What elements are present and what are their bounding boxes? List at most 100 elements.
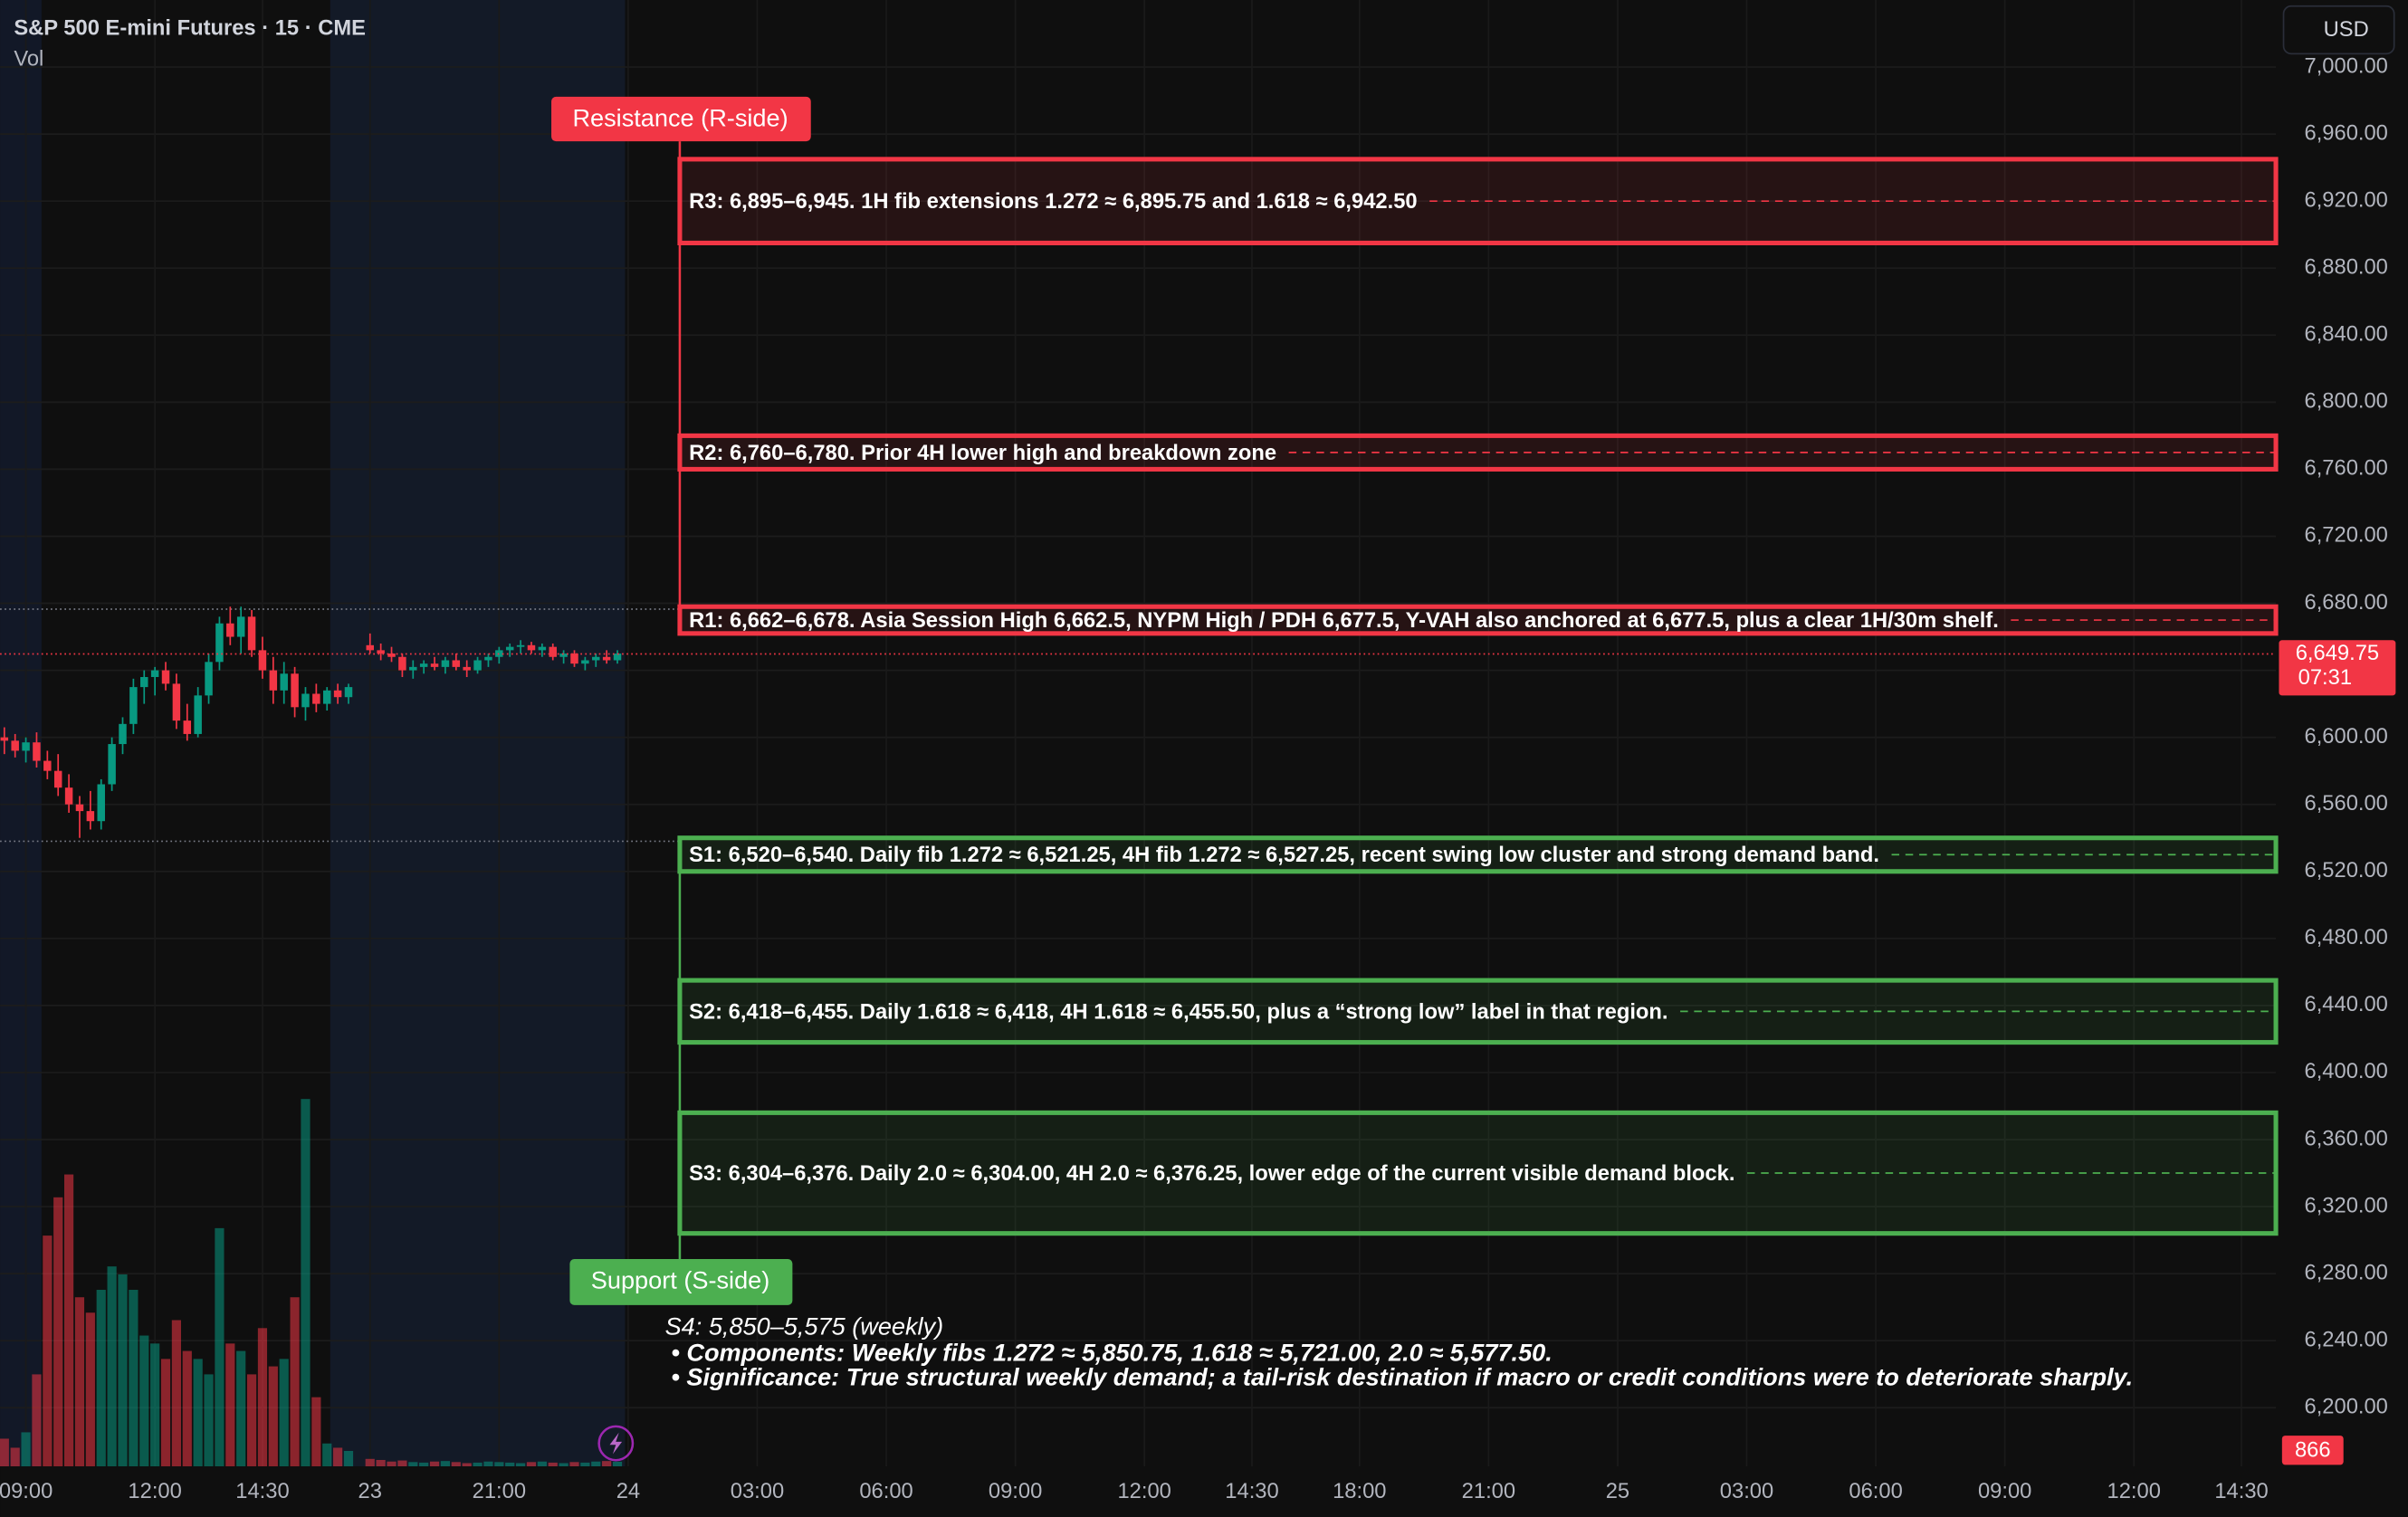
x-tick-label: 09:00 [989,1480,1042,1503]
alert-icon-bolt [609,1432,623,1455]
x-tick-label: 09:00 [1978,1480,2031,1503]
y-tick-label: 6,480.00 [2305,926,2388,949]
volume-bar [10,1447,20,1467]
volume-bar [537,1461,547,1467]
volume-bar [397,1460,407,1467]
volume-label: Vol [14,47,43,71]
x-tick-label: 06:00 [859,1480,913,1503]
volume-tag [2281,1436,2344,1465]
volume-bar [0,1438,9,1467]
y-tick-label: 6,360.00 [2305,1127,2388,1150]
candle-body [409,666,417,671]
x-tick-label: 14:30 [235,1480,289,1503]
candle-body [301,693,310,708]
candle-body [236,616,245,637]
volume-bar [311,1397,321,1467]
volume-bar [440,1461,451,1467]
y-tick-label: 7,000.00 [2305,54,2388,78]
candle-body [53,770,62,788]
volume-bar [290,1297,300,1467]
candle-body [43,760,52,771]
volume-bar [505,1462,515,1467]
volume-bar [193,1359,203,1467]
x-tick-label: 24 [616,1480,640,1503]
volume-bar [160,1359,171,1467]
candle-body [140,676,148,688]
zone-label: R2: 6,760–6,780. Prior 4H lower high and… [689,442,1276,465]
candle-body [183,720,192,734]
volume-bar [419,1462,429,1467]
candle-body [108,744,116,785]
volume-bar [408,1462,418,1467]
candle-body [226,623,234,637]
x-tick-label: 12:00 [1117,1480,1171,1503]
candle-body [322,690,331,704]
candle-body [516,644,525,647]
volume-bar [322,1443,332,1467]
volume-bar [257,1328,268,1467]
candle-body [430,663,439,667]
session-band [0,0,42,1467]
y-tick-label: 6,200.00 [2305,1395,2388,1418]
candle-body [33,742,41,761]
zone-label: S3: 6,304–6,376. Daily 2.0 ≈ 6,304.00, 4… [689,1162,1734,1186]
volume-bar [43,1236,53,1467]
y-tick-label: 6,440.00 [2305,993,2388,1016]
volume-bar [21,1432,31,1467]
candle-body [419,663,428,667]
zone-label: R1: 6,662–6,678. Asia Session High 6,662… [689,609,1999,633]
x-tick-label: 14:30 [1225,1480,1278,1503]
volume-bar [204,1374,214,1467]
candle-body [0,737,9,741]
volume-bar [107,1266,117,1467]
note-line: • Significance: True structural weekly d… [671,1363,2133,1391]
candle-body [581,660,589,664]
y-tick-label: 6,240.00 [2305,1328,2388,1351]
candle-body [86,811,95,822]
volume-bar [246,1374,257,1467]
candle-body [161,670,170,684]
zone-label: S1: 6,520–6,540. Daily fib 1.272 ≈ 6,521… [689,844,1879,867]
x-tick-label: 21:00 [1462,1480,1515,1503]
volume-bar [64,1174,74,1467]
candle-body [312,693,320,704]
candle-body [463,666,471,671]
alert-icon[interactable] [597,1425,635,1462]
volume-bar [516,1463,526,1467]
y-tick-label: 6,720.00 [2305,524,2388,548]
x-tick-label: 12:00 [128,1480,181,1503]
y-tick-label: 6,520.00 [2305,859,2388,883]
grid [0,0,2277,1467]
currency[interactable]: USD [2324,18,2369,42]
volume-bar [569,1462,579,1467]
candle-body [549,646,557,657]
symbol-title: S&P 500 E-mini Futures · 15 · CME [14,16,366,40]
candle-body [527,644,536,651]
candle-body [280,673,288,691]
resistance-label: Resistance (R-side) [572,103,788,131]
zone-label: R3: 6,895–6,945. 1H fib extensions 1.272… [689,190,1418,214]
currency-button[interactable] [2282,5,2395,55]
candle-body [97,784,105,822]
note-title: S4: 5,850–5,575 (weekly) [665,1312,944,1340]
candle-body [613,654,622,661]
zone-box [677,835,2279,874]
volume-bar [451,1462,461,1467]
y-tick-label: 6,960.00 [2305,121,2388,145]
y-tick-label: 6,760.00 [2305,457,2388,481]
candle-body [387,654,396,657]
candle-body [75,804,84,812]
candle-body [194,695,202,734]
candle-body [269,670,278,691]
y-tick-label: 6,800.00 [2305,390,2388,414]
y-tick-label: 6,560.00 [2305,792,2388,816]
candle-body [22,742,30,751]
x-tick-label: 21:00 [473,1480,526,1503]
y-tick-label: 6,320.00 [2305,1194,2388,1217]
candle-body [602,656,611,661]
volume-bar [602,1461,612,1467]
candle-body [215,623,224,663]
x-tick-label: 12:00 [2107,1480,2161,1503]
candle-body [205,662,213,696]
x-tick-label: 25 [1606,1480,1629,1503]
